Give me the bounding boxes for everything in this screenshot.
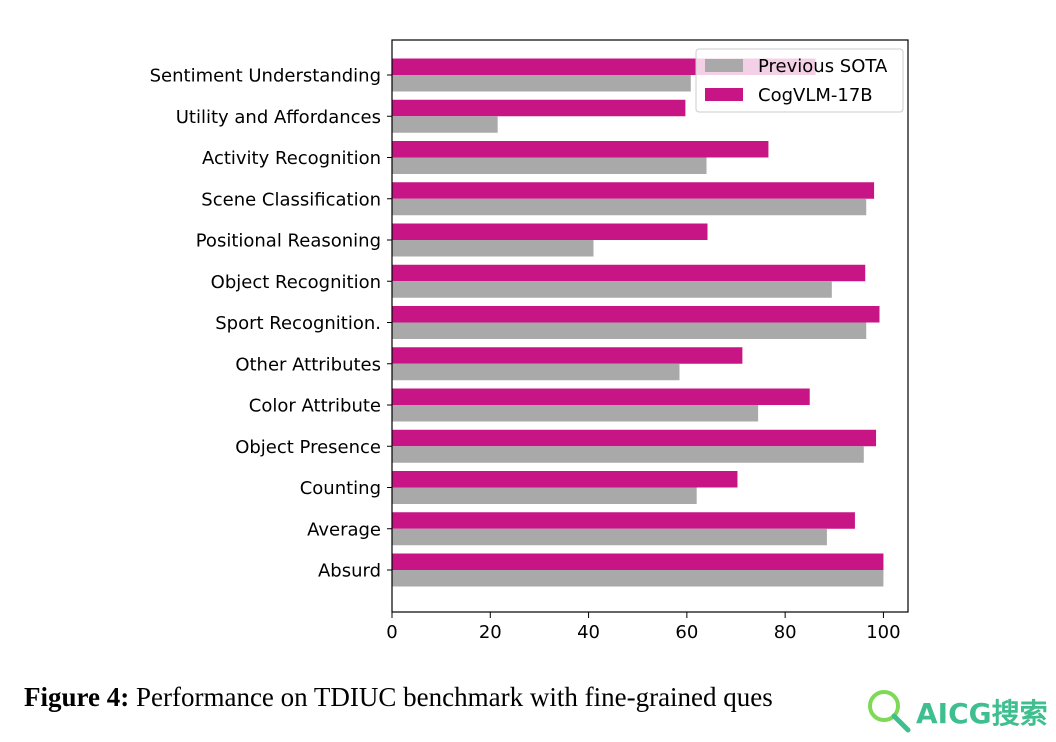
bars-group [392,58,884,587]
category-label: Counting [300,478,381,499]
category-label: Other Attributes [235,354,381,375]
caption-label: Figure 4: [24,682,130,712]
bar-cogvlm-4 [392,388,810,405]
watermark-text: AICG搜索 [916,697,1048,730]
bar-previous-sota-5 [392,363,680,381]
bar-cogvlm-7 [392,264,866,282]
bar-previous-sota-9 [392,198,867,216]
bar-cogvlm-3 [392,429,877,447]
category-label: Object Presence [235,437,381,458]
x-axis-ticks: 0 20 40 60 80 100 [386,612,901,643]
bar-cogvlm-1 [392,512,855,529]
category-label: Positional Reasoning [196,231,381,252]
bar-previous-sota-1 [392,528,827,546]
bar-previous-sota-11 [392,116,498,133]
caption-text: Performance on TDIUC benchmark with fine… [135,682,773,712]
bar-cogvlm-11 [392,99,686,117]
magnifier-icon [868,690,911,733]
category-labels: Absurd Average Counting Object Presence Colo… [150,66,392,582]
bar-previous-sota-7 [392,281,832,298]
bar-cogvlm-2 [392,471,738,488]
legend-label-cogvlm: CogVLM-17B [758,85,873,106]
bar-previous-sota-4 [392,405,759,422]
watermark: AICG搜索 [864,684,1054,736]
x-tick-label: 40 [577,622,600,643]
legend-label-previous-sota: Previous SOTA [758,56,888,77]
figure-caption: Figure 4: Performance on TDIUC benchmark… [24,682,773,713]
category-label: Object Recognition [211,272,381,293]
category-label: Utility and Affordances [176,107,381,128]
bar-previous-sota-10 [392,157,707,174]
x-tick-label: 80 [774,622,797,643]
category-label: Average [307,519,381,540]
bar-cogvlm-9 [392,182,875,199]
bar-previous-sota-3 [392,446,864,463]
category-label: Sport Recognition. [215,313,381,334]
x-tick-label: 20 [479,622,502,643]
chart: Absurd Average Counting Object Presence Colo… [150,39,909,643]
bar-previous-sota-12 [392,75,691,92]
bar-cogvlm-0 [392,553,884,570]
x-tick-label: 100 [866,622,900,643]
legend-box [695,48,904,113]
category-label: Sentiment Understanding [150,66,381,87]
bar-previous-sota-2 [392,487,697,504]
bar-previous-sota-0 [392,570,884,587]
bar-cogvlm-6 [392,306,880,323]
x-tick-label: 0 [386,622,397,643]
plot-frame [391,39,909,613]
category-label: Scene Classification [201,189,381,210]
x-tick-label: 60 [675,622,698,643]
bar-cogvlm-10 [392,141,769,158]
legend: Previous SOTA CogVLM-17B [695,48,904,113]
bar-previous-sota-6 [392,322,867,339]
bar-previous-sota-8 [392,240,594,257]
legend-swatch-cogvlm [705,88,743,101]
category-label: Absurd [318,561,381,582]
legend-swatch-previous-sota [705,59,743,72]
bar-cogvlm-5 [392,347,743,364]
bar-cogvlm-8 [392,223,708,240]
category-label: Activity Recognition [202,148,381,169]
category-label: Color Attribute [249,396,381,417]
